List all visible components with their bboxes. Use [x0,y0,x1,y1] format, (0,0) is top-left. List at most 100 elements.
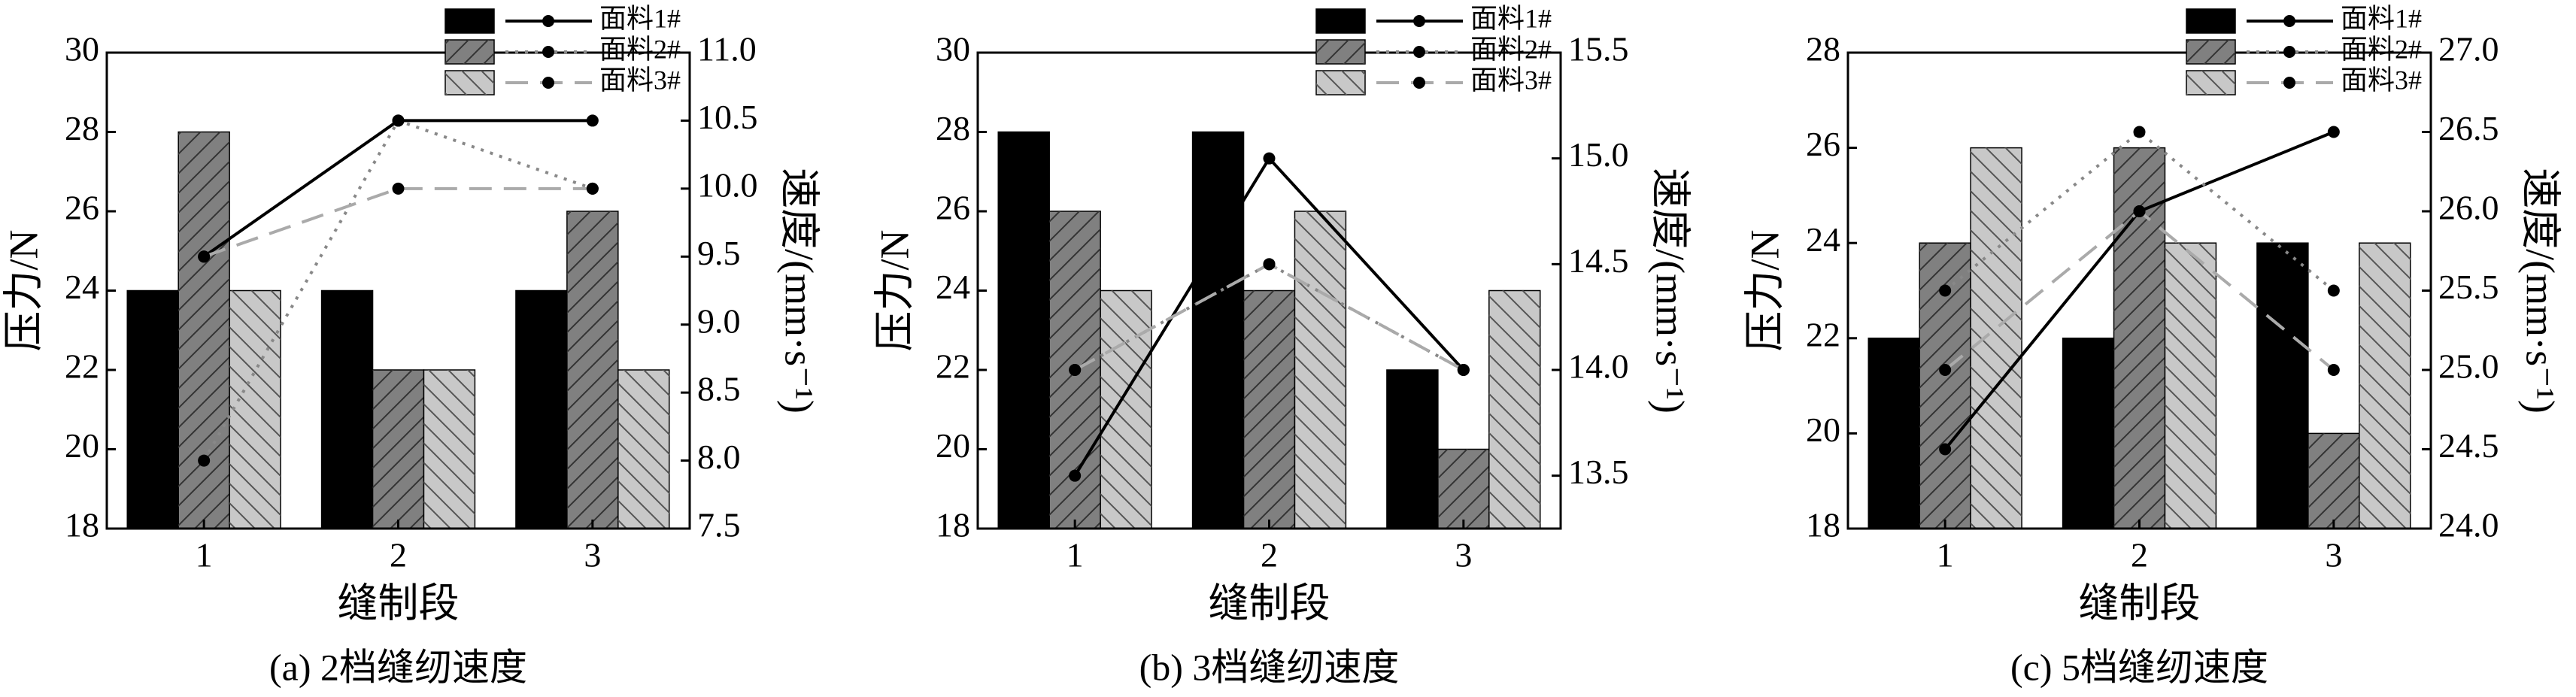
y-tick-label: 24 [1806,220,1840,259]
y2-tick-label: 25.5 [2438,268,2499,306]
y2-tick-label: 9.5 [697,234,741,272]
y-tick-label: 28 [65,109,99,147]
y-tick-label: 26 [65,189,99,227]
legend-marker [542,46,554,58]
bar-hatch [1971,147,2022,529]
legend-label: 面料1# [1470,3,1552,33]
caption: (c) 5档缝纫速度 [2010,646,2268,688]
legend-marker [542,15,554,27]
legend-label: 面料3# [599,65,681,95]
y2-tick-label: 27.0 [2438,30,2499,68]
bar [320,289,374,529]
x-tick-label: 2 [2131,536,2148,574]
speed-marker [1263,152,1276,165]
speed-marker [2133,126,2146,138]
y2-tick-label: 8.0 [697,438,741,476]
x-tick-label: 3 [2325,536,2342,574]
y2-axis-label: 速度/(mm·s⁻¹) [2518,168,2563,414]
x-axis-label: 缝制段 [1209,580,1330,626]
x-axis-label: 缝制段 [338,580,460,626]
speed-line [203,186,593,259]
y2-tick-label: 10.5 [697,98,758,136]
bar [2062,338,2115,529]
speed-marker [1457,364,1470,376]
bar-hatch [617,370,669,529]
legend-marker [2283,15,2295,27]
x-tick-label: 1 [1937,536,1954,574]
y-tick-label: 24 [65,268,99,306]
speed-marker [1263,258,1276,271]
bar [515,289,568,529]
legend-marker [1413,46,1425,58]
x-tick-label: 3 [584,536,601,574]
legend-hatch [2186,40,2235,64]
bar-hatch [1294,211,1346,529]
legend-marker [2283,77,2295,89]
legend-label: 面料3# [1470,65,1552,95]
bar-hatch [2359,243,2411,529]
y-tick-label: 20 [936,426,970,465]
bar-hatch [178,132,230,529]
y2-tick-label: 10.0 [697,165,758,204]
y2-tick-label: 9.0 [697,302,741,340]
x-tick-label: 2 [1261,536,1278,574]
y2-tick-label: 24.0 [2438,506,2499,544]
y-axis-label: 压力/N [1,230,46,352]
y-tick-label: 24 [936,268,970,306]
x-axis-label: 缝制段 [2079,580,2201,626]
y-tick-label: 22 [65,347,99,386]
speed-marker [586,182,599,195]
bar-hatch [2165,243,2216,529]
y2-tick-label: 24.5 [2438,426,2499,465]
legend-label: 面料2# [1470,34,1552,64]
speed-marker [392,182,405,195]
legend-label: 面料2# [599,34,681,64]
bar [1191,131,1245,529]
bar-hatch [1488,290,1540,529]
legend-hatch [1316,71,1365,95]
legend-marker [2283,46,2295,58]
bar-hatch [372,370,424,529]
legend-label: 面料1# [2341,3,2422,33]
y-tick-label: 28 [1806,30,1840,68]
x-tick-label: 3 [1455,536,1472,574]
bar-hatch [229,290,281,529]
y2-tick-label: 14.0 [1568,347,1629,386]
y2-tick-label: 14.5 [1568,241,1629,280]
y2-tick-label: 8.5 [697,370,741,408]
speed-marker [198,454,211,467]
legend-swatch [445,8,495,34]
bar-hatch [566,211,618,529]
x-tick-label: 1 [196,536,213,574]
y-tick-label: 18 [1806,506,1840,544]
y-tick-label: 30 [936,30,970,68]
legend-swatch [2186,8,2236,34]
legend-hatch [445,40,494,64]
legend-hatch [1316,40,1365,64]
y2-axis-label: 速度/(mm·s⁻¹) [1648,168,1693,414]
bar-hatch [423,370,475,529]
speed-marker [1939,364,1952,376]
speed-marker [1939,284,1952,297]
bar [126,289,179,529]
speed-marker [198,250,211,263]
y2-axis-label: 速度/(mm·s⁻¹) [777,168,822,414]
y2-tick-label: 26.0 [2438,189,2499,227]
speed-marker [1069,364,1082,376]
legend-marker [1413,15,1425,27]
legend-marker [1413,77,1425,89]
bar [1868,338,1920,529]
bar [1386,369,1439,529]
bar [997,131,1050,529]
legend-label: 面料1# [599,3,681,33]
speed-marker [2327,126,2340,138]
y2-tick-label: 15.5 [1568,30,1629,68]
legend-hatch [445,71,494,95]
legend-label: 面料3# [2341,65,2422,95]
speed-marker [586,114,599,127]
x-tick-label: 2 [390,536,407,574]
y2-tick-label: 15.0 [1568,135,1629,174]
legend-hatch [2186,71,2235,95]
